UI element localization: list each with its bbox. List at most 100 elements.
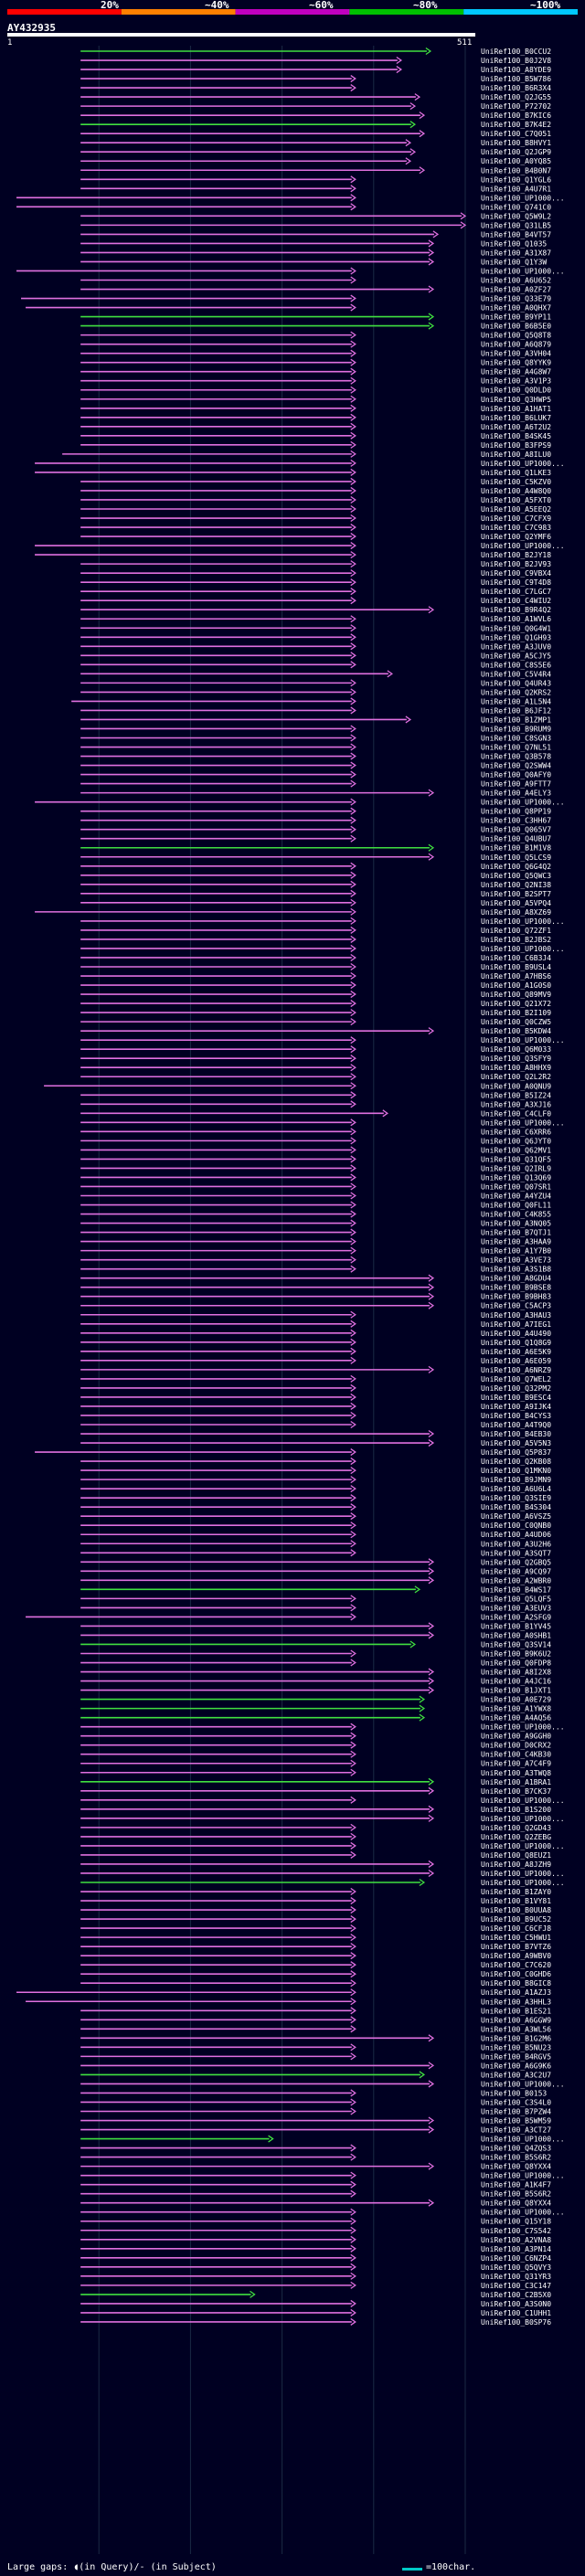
- hit-label[interactable]: UniRef100_C7C983: [481, 524, 551, 532]
- hit-row[interactable]: UniRef100_A9WBV0: [80, 1952, 551, 1960]
- hit-row[interactable]: UniRef100_A3HAU3: [80, 1310, 551, 1320]
- hit-label[interactable]: UniRef100_A3SQT7: [481, 1549, 551, 1557]
- hit-row[interactable]: UniRef100_C3HH67: [80, 816, 551, 825]
- hit-label[interactable]: UniRef100_C4KB30: [481, 1751, 551, 1759]
- hit-row[interactable]: UniRef100_B4CYS3: [80, 1411, 551, 1420]
- hit-label[interactable]: UniRef100_A7IEG1: [481, 1320, 551, 1329]
- hit-row[interactable]: UniRef100_A1AZJ3: [16, 1988, 551, 1997]
- hit-label[interactable]: UniRef100_B4VT57: [481, 230, 551, 239]
- hit-row[interactable]: UniRef100_A4JC16: [80, 1677, 551, 1686]
- hit-label[interactable]: UniRef100_Q0FL11: [481, 1202, 551, 1210]
- hit-label[interactable]: UniRef100_A2VNA8: [481, 2236, 551, 2244]
- hit-label[interactable]: UniRef100_Q0DLD0: [481, 387, 551, 395]
- hit-row[interactable]: UniRef100_Q0AFY0: [80, 770, 551, 779]
- hit-label[interactable]: UniRef100_B5S6R2: [481, 2154, 551, 2162]
- hit-label[interactable]: UniRef100_Q2KRS2: [481, 688, 551, 696]
- hit-label[interactable]: UniRef100_C6CFJ8: [481, 1924, 551, 1933]
- hit-label[interactable]: UniRef100_P72702: [481, 102, 551, 111]
- hit-row[interactable]: UniRef100_B7VTZ6: [80, 1943, 551, 1951]
- hit-row[interactable]: UniRef100_B9R4Q2: [80, 606, 551, 614]
- hit-label[interactable]: UniRef100_A1Y7B0: [481, 1247, 551, 1256]
- hit-row[interactable]: UniRef100_Q3B578: [80, 752, 551, 761]
- hit-label[interactable]: UniRef100_Q8EUZ1: [481, 1851, 551, 1860]
- hit-row[interactable]: UniRef100_B1G2M6: [80, 2034, 551, 2042]
- hit-label[interactable]: UniRef100_B0SP76: [481, 2318, 551, 2327]
- hit-row[interactable]: UniRef100_C0GHD6: [80, 1970, 551, 1978]
- hit-row[interactable]: UniRef100_Q8YXX4: [80, 2199, 551, 2208]
- hit-row[interactable]: UniRef100_B5S6R2: [80, 2153, 551, 2162]
- hit-row[interactable]: UniRef100_Q3SIE9: [80, 1494, 551, 1502]
- hit-row[interactable]: UniRef100_A1WVL6: [80, 615, 551, 623]
- hit-row[interactable]: UniRef100_Q15Y18: [80, 2217, 551, 2226]
- hit-label[interactable]: UniRef100_Q1MKN0: [481, 1467, 551, 1475]
- hit-label[interactable]: UniRef100_A3C2U7: [481, 2071, 551, 2079]
- hit-label[interactable]: UniRef100_C0QNB0: [481, 1521, 551, 1530]
- hit-row[interactable]: UniRef100_UP1000...: [80, 1814, 565, 1823]
- hit-row[interactable]: UniRef100_B9UC52: [80, 1915, 551, 1924]
- hit-row[interactable]: UniRef100_UP1000...: [80, 1036, 565, 1044]
- hit-row[interactable]: UniRef100_B8GIC8: [80, 1979, 551, 1988]
- hit-label[interactable]: UniRef100_B9RUM9: [481, 725, 551, 733]
- hit-label[interactable]: UniRef100_A31X87: [481, 249, 551, 257]
- hit-row[interactable]: UniRef100_Q5W9L2: [80, 212, 551, 220]
- hit-label[interactable]: UniRef100_UP1000...: [481, 194, 565, 202]
- hit-row[interactable]: UniRef100_Q5LCS9: [80, 853, 551, 862]
- hit-row[interactable]: UniRef100_Q5LQF5: [80, 1595, 551, 1603]
- hit-label[interactable]: UniRef100_Q5LCS9: [481, 853, 551, 862]
- hit-row[interactable]: UniRef100_Q4UBU7: [80, 834, 551, 843]
- hit-row[interactable]: UniRef100_B7QTJ1: [80, 1228, 551, 1237]
- hit-label[interactable]: UniRef100_Q3HWP5: [481, 396, 551, 404]
- hit-row[interactable]: UniRef100_C7LGC7: [80, 588, 551, 596]
- hit-label[interactable]: UniRef100_B2SPT7: [481, 890, 551, 898]
- hit-label[interactable]: UniRef100_B4RGV5: [481, 2052, 551, 2061]
- hit-row[interactable]: UniRef100_Q2JG55: [80, 93, 551, 101]
- hit-row[interactable]: UniRef100_Q13Q69: [80, 1173, 551, 1182]
- hit-label[interactable]: UniRef100_B1S200: [481, 1806, 551, 1814]
- hit-row[interactable]: UniRef100_B2JY18: [35, 551, 551, 559]
- hit-row[interactable]: UniRef100_B4SK45: [80, 431, 551, 440]
- hit-row[interactable]: UniRef100_A1K4F7: [80, 2180, 551, 2189]
- hit-row[interactable]: UniRef100_A6GGW9: [80, 2016, 551, 2024]
- hit-label[interactable]: UniRef100_Q2GD43: [481, 1824, 551, 1832]
- hit-label[interactable]: UniRef100_B2JY18: [481, 551, 551, 559]
- hit-label[interactable]: UniRef100_B9USL4: [481, 963, 551, 971]
- hit-row[interactable]: UniRef100_B2JV93: [80, 560, 551, 568]
- hit-row[interactable]: UniRef100_B4VT57: [80, 230, 551, 239]
- hit-row[interactable]: UniRef100_C4KB30: [80, 1750, 551, 1759]
- hit-label[interactable]: UniRef100_B9K6U2: [481, 1650, 551, 1659]
- hit-row[interactable]: UniRef100_Q6M033: [80, 1045, 551, 1054]
- hit-row[interactable]: UniRef100_A1L5N4: [71, 697, 551, 705]
- hit-row[interactable]: UniRef100_B5S6R2: [80, 2189, 551, 2199]
- hit-row[interactable]: UniRef100_A2VNA8: [80, 2235, 551, 2244]
- hit-row[interactable]: UniRef100_B9USL4: [80, 962, 551, 971]
- hit-row[interactable]: UniRef100_C7S542: [80, 2226, 551, 2235]
- hit-row[interactable]: UniRef100_B9RUM9: [80, 725, 551, 733]
- hit-row[interactable]: UniRef100_Q1YGL6: [80, 175, 551, 184]
- hit-row[interactable]: UniRef100_B9BH83: [80, 1292, 551, 1301]
- hit-label[interactable]: UniRef100_A6GGW9: [481, 2016, 551, 2024]
- hit-label[interactable]: UniRef100_B1ES21: [481, 2007, 551, 2015]
- hit-label[interactable]: UniRef100_A4G8W7: [481, 368, 551, 376]
- hit-row[interactable]: UniRef100_UP1000...: [16, 267, 565, 275]
- hit-row[interactable]: UniRef100_A3C2U7: [80, 2071, 551, 2079]
- hit-row[interactable]: UniRef100_A6T2U2: [80, 422, 551, 431]
- hit-row[interactable]: UniRef100_A7HBS6: [80, 971, 551, 981]
- hit-label[interactable]: UniRef100_B6B5E0: [481, 323, 551, 331]
- hit-label[interactable]: UniRef100_B4WS17: [481, 1585, 551, 1594]
- hit-row[interactable]: UniRef100_B4RGV5: [80, 2052, 551, 2061]
- hit-label[interactable]: UniRef100_B4B0N7: [481, 166, 551, 175]
- hit-label[interactable]: UniRef100_A4UD06: [481, 1531, 551, 1539]
- hit-label[interactable]: UniRef100_C7Q051: [481, 130, 551, 138]
- hit-row[interactable]: UniRef100_Q2ZEBG: [80, 1832, 551, 1841]
- hit-label[interactable]: UniRef100_A3S0N0: [481, 2300, 551, 2308]
- hit-label[interactable]: UniRef100_C4CLF0: [481, 1109, 551, 1118]
- hit-row[interactable]: UniRef100_B9BSE8: [80, 1283, 551, 1292]
- hit-row[interactable]: UniRef100_UP1000...: [80, 2171, 565, 2180]
- hit-label[interactable]: UniRef100_Q5W9L2: [481, 212, 551, 220]
- hit-label[interactable]: UniRef100_B1JXT1: [481, 1687, 551, 1695]
- hit-label[interactable]: UniRef100_A5V5N3: [481, 1439, 551, 1447]
- hit-label[interactable]: UniRef100_A1L5N4: [481, 697, 551, 705]
- hit-label[interactable]: UniRef100_Q8YXX4: [481, 2200, 551, 2208]
- hit-row[interactable]: UniRef100_B0SP76: [80, 2317, 551, 2327]
- hit-label[interactable]: UniRef100_Q89MV9: [481, 991, 551, 999]
